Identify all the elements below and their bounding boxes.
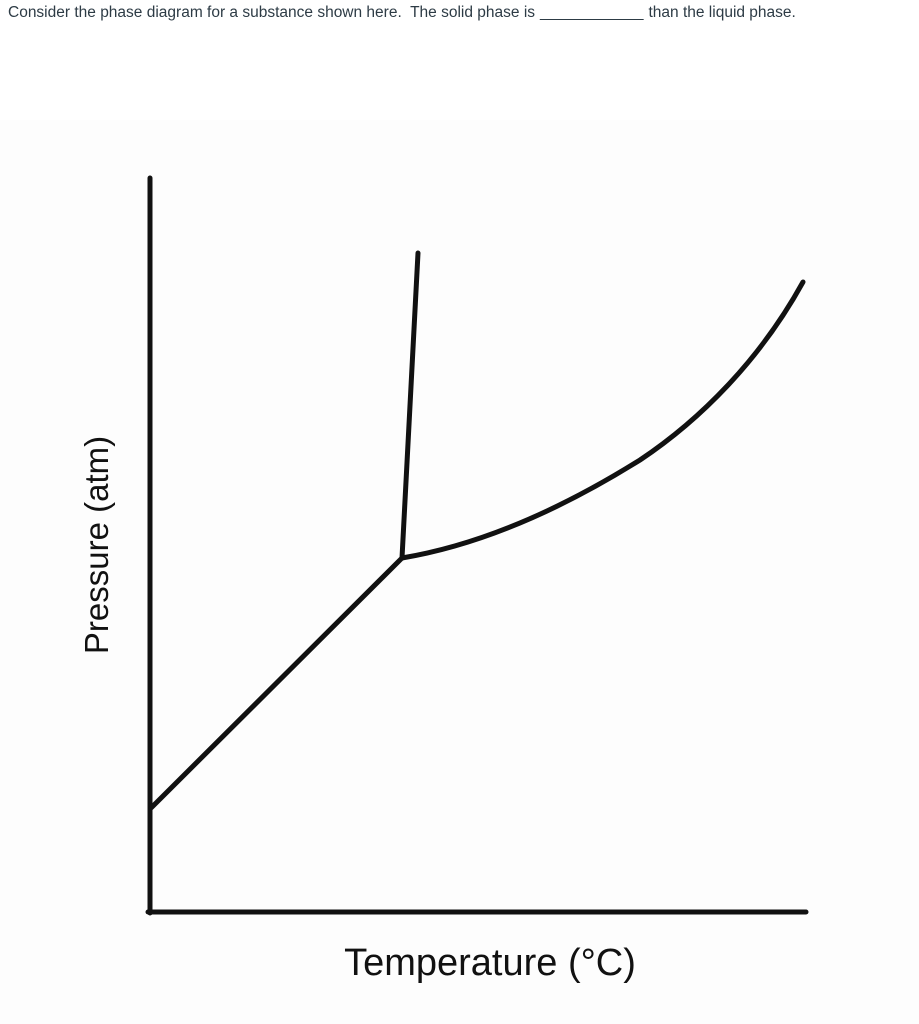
vaporization-curve [399,279,806,561]
diagram-background [0,120,919,1024]
x-axis-label: Temperature (°C) [344,942,636,984]
question-text: Consider the phase diagram for a substan… [8,4,536,21]
sublimation-curve [148,555,405,811]
question-text: than the liquid phase. [648,4,796,21]
melting-curve [399,250,421,561]
answer-blank[interactable]: ____________ [540,4,644,21]
question: Consider the phase diagram for a substan… [8,4,801,22]
y-axis-label: Pressure (atm) [78,436,115,654]
